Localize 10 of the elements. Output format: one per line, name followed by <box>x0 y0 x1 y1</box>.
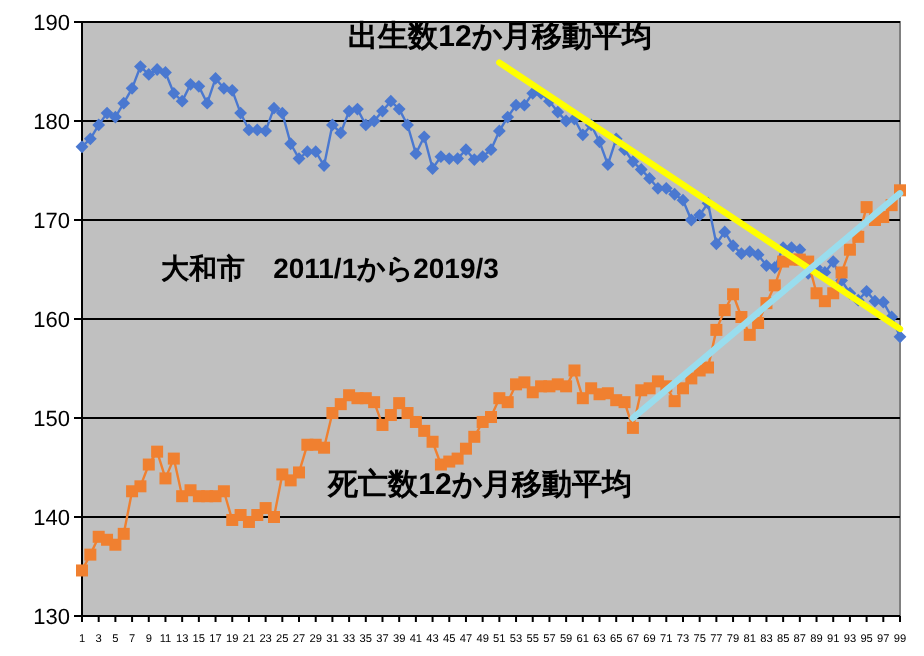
y-tick-label: 170 <box>33 210 70 234</box>
y-tick-label: 140 <box>33 507 70 531</box>
y-tick-label: 160 <box>33 309 70 333</box>
y-tick-label: 180 <box>33 111 70 135</box>
series-label: 出生数12か月移動平均 <box>348 20 652 54</box>
y-tick-label: 190 <box>33 12 70 36</box>
text: 大和市 2011/1から2019/3 <box>161 252 500 284</box>
y-tick-label: 130 <box>33 606 70 630</box>
series-label: 死亡数12か月移動平均 <box>326 466 632 502</box>
y-tick-label: 150 <box>33 408 70 432</box>
